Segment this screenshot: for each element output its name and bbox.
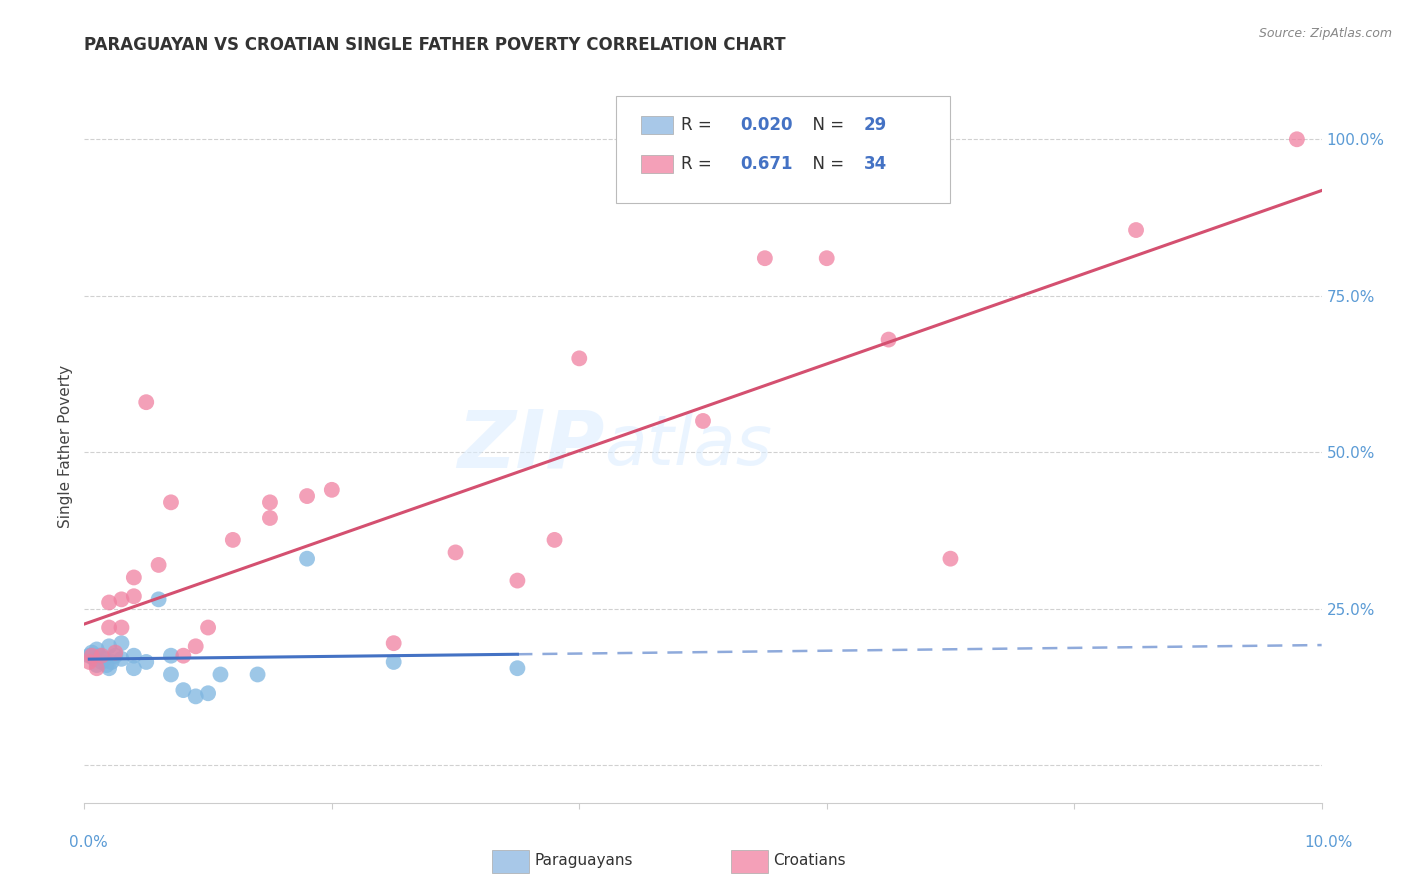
Text: Croatians: Croatians: [773, 854, 846, 868]
Point: [148, 592, 170, 607]
Point: [877, 333, 900, 347]
Point: [83, 652, 105, 666]
Point: [79, 655, 101, 669]
Text: 0.671: 0.671: [740, 155, 793, 173]
Text: Source: ZipAtlas.com: Source: ZipAtlas.com: [1258, 27, 1392, 40]
Text: PARAGUAYAN VS CROATIAN SINGLE FATHER POVERTY CORRELATION CHART: PARAGUAYAN VS CROATIAN SINGLE FATHER POV…: [84, 36, 786, 54]
Point: [110, 621, 132, 635]
Point: [148, 558, 170, 572]
Point: [543, 533, 565, 547]
Point: [506, 574, 529, 588]
Point: [754, 251, 776, 265]
Point: [104, 646, 127, 660]
Point: [172, 648, 194, 663]
Point: [104, 648, 127, 663]
Point: [1285, 132, 1308, 146]
Text: N =: N =: [801, 116, 849, 134]
Point: [110, 636, 132, 650]
Point: [160, 495, 183, 509]
Y-axis label: Single Father Poverty: Single Father Poverty: [58, 365, 73, 527]
FancyBboxPatch shape: [616, 96, 950, 203]
Point: [100, 655, 122, 669]
Point: [197, 686, 219, 700]
Text: N =: N =: [801, 155, 849, 173]
Text: 10.0%: 10.0%: [1305, 836, 1353, 850]
Text: ZIP: ZIP: [457, 407, 605, 485]
Point: [122, 570, 145, 584]
Text: 29: 29: [863, 116, 887, 134]
Point: [96, 658, 118, 673]
Point: [135, 655, 157, 669]
Point: [79, 648, 101, 663]
FancyBboxPatch shape: [641, 155, 673, 173]
Point: [184, 640, 207, 654]
Point: [86, 642, 108, 657]
Text: R =: R =: [681, 116, 717, 134]
Point: [110, 652, 132, 666]
Point: [80, 648, 103, 663]
Point: [160, 667, 183, 681]
Point: [122, 648, 145, 663]
Point: [197, 621, 219, 635]
Text: atlas: atlas: [605, 412, 772, 480]
Point: [184, 690, 207, 704]
Text: Paraguayans: Paraguayans: [534, 854, 633, 868]
Point: [90, 648, 112, 663]
Point: [135, 395, 157, 409]
Point: [172, 683, 194, 698]
Point: [209, 667, 232, 681]
Point: [89, 648, 111, 663]
Point: [98, 640, 121, 654]
Point: [122, 589, 145, 603]
Point: [259, 495, 281, 509]
Point: [295, 551, 318, 566]
Point: [222, 533, 245, 547]
Point: [110, 592, 132, 607]
Point: [160, 648, 183, 663]
Point: [382, 636, 405, 650]
Text: R =: R =: [681, 155, 717, 173]
Point: [98, 595, 121, 609]
Point: [259, 511, 281, 525]
Point: [321, 483, 343, 497]
Point: [90, 655, 112, 669]
Point: [692, 414, 714, 428]
Text: 0.0%: 0.0%: [69, 836, 108, 850]
Point: [444, 545, 467, 559]
Point: [86, 658, 108, 673]
Point: [246, 667, 269, 681]
Text: 0.020: 0.020: [740, 116, 793, 134]
Point: [80, 646, 103, 660]
Point: [568, 351, 591, 366]
Point: [93, 652, 115, 666]
Point: [939, 551, 962, 566]
Point: [382, 655, 405, 669]
Text: 34: 34: [863, 155, 887, 173]
Point: [98, 621, 121, 635]
Point: [98, 661, 121, 675]
Point: [506, 661, 529, 675]
Point: [295, 489, 318, 503]
Point: [86, 661, 108, 675]
FancyBboxPatch shape: [641, 116, 673, 134]
Point: [122, 661, 145, 675]
Point: [1125, 223, 1147, 237]
Point: [815, 251, 838, 265]
